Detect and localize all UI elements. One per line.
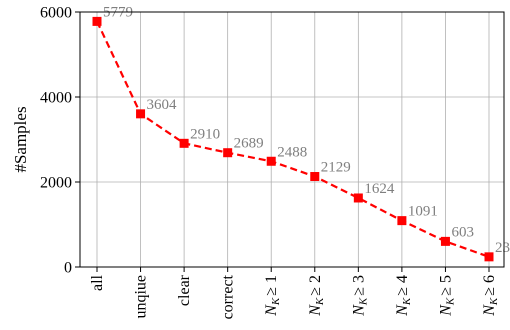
y-axis-ticks: 0 2000 4000 6000 bbox=[40, 5, 80, 277]
data-point bbox=[310, 172, 320, 182]
y-axis-label: #Samples bbox=[11, 106, 30, 172]
data-label: 2689 bbox=[234, 136, 264, 152]
data-point bbox=[484, 252, 494, 262]
data-point bbox=[92, 16, 102, 26]
grid bbox=[80, 11, 504, 268]
y-tick-label: 2000 bbox=[40, 175, 72, 192]
data-label: 3604 bbox=[147, 97, 178, 113]
data-point bbox=[266, 156, 276, 166]
x-tick-label: NK≥ 4 bbox=[394, 275, 413, 317]
data-point bbox=[397, 216, 407, 226]
data-label: 2910 bbox=[190, 126, 220, 142]
data-label: 1624 bbox=[364, 181, 395, 197]
x-tick-label: clear bbox=[176, 274, 193, 306]
y-tick-label: 0 bbox=[64, 260, 72, 277]
series-line bbox=[96, 20, 490, 258]
x-tick-label: unqiue bbox=[133, 275, 150, 319]
data-label: 1091 bbox=[408, 204, 438, 220]
plot-frame bbox=[79, 11, 505, 268]
y-tick-label: 6000 bbox=[40, 5, 72, 22]
data-label: 603 bbox=[451, 224, 474, 240]
x-tick-label: NK≥ 5 bbox=[437, 275, 456, 317]
data-point bbox=[179, 138, 189, 148]
x-tick-label: NK≥ 2 bbox=[307, 275, 326, 317]
data-point bbox=[353, 193, 363, 203]
data-labels: 57793604291026892488212916241091603239 bbox=[103, 4, 510, 255]
data-label: 2129 bbox=[321, 160, 351, 176]
x-tick-label: NK≥ 3 bbox=[350, 275, 369, 317]
x-axis-ticks: all unqiue clear correct NK≥ 1 NK≥ 2 NK≥ 3 NK≥ … bbox=[89, 267, 500, 319]
x-tick-label: NK≥ 6 bbox=[481, 275, 500, 317]
data-point bbox=[440, 236, 450, 246]
series-layer bbox=[92, 16, 494, 262]
x-tick-label: NK≥ 1 bbox=[263, 275, 282, 317]
x-tick-label: correct bbox=[220, 274, 237, 319]
data-label: 239 bbox=[495, 240, 510, 256]
data-label: 2488 bbox=[277, 144, 307, 160]
data-point bbox=[136, 109, 146, 119]
x-tick-label: all bbox=[89, 274, 106, 291]
y-tick-label: 4000 bbox=[40, 90, 72, 107]
data-point bbox=[223, 148, 233, 158]
